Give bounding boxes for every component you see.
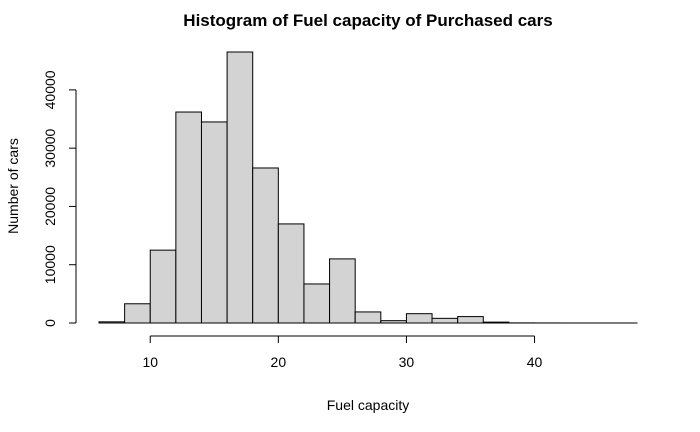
x-tick-label: 40: [527, 354, 543, 370]
x-tick-label: 30: [399, 354, 415, 370]
y-tick-label: 40000: [42, 70, 58, 109]
x-tick-label: 20: [271, 354, 287, 370]
y-axis: 0 10000 20000 30000 40000: [42, 70, 77, 327]
histogram-bar-12: [405, 313, 433, 324]
chart-title: Histogram of Fuel capacity of Purchased …: [183, 11, 552, 30]
y-tick-label: 10000: [42, 245, 58, 284]
x-axis: 10 20 30 40: [142, 335, 543, 370]
x-tick-label: 10: [142, 354, 158, 370]
histogram-bar-7: [277, 223, 305, 324]
histogram-bar-3: [175, 111, 202, 324]
histogram-bar-1: [124, 303, 151, 324]
y-tick-label: 0: [42, 319, 58, 327]
histogram-bar-5: [226, 51, 254, 324]
histogram-bar-8: [303, 283, 331, 324]
bars-group: [98, 51, 638, 324]
y-tick-label: 20000: [42, 187, 58, 226]
histogram-bar-13: [431, 317, 459, 324]
histogram-bar-10: [354, 311, 382, 324]
histogram-bar-4: [200, 121, 228, 324]
histogram-bar-9: [329, 258, 356, 324]
y-axis-label: Number of cars: [5, 138, 21, 234]
histogram-bar-2: [149, 249, 177, 324]
histogram-bar-6: [252, 167, 279, 324]
y-tick-label: 30000: [42, 128, 58, 167]
x-axis-label: Fuel capacity: [327, 397, 409, 413]
histogram-bar-14: [457, 316, 484, 324]
